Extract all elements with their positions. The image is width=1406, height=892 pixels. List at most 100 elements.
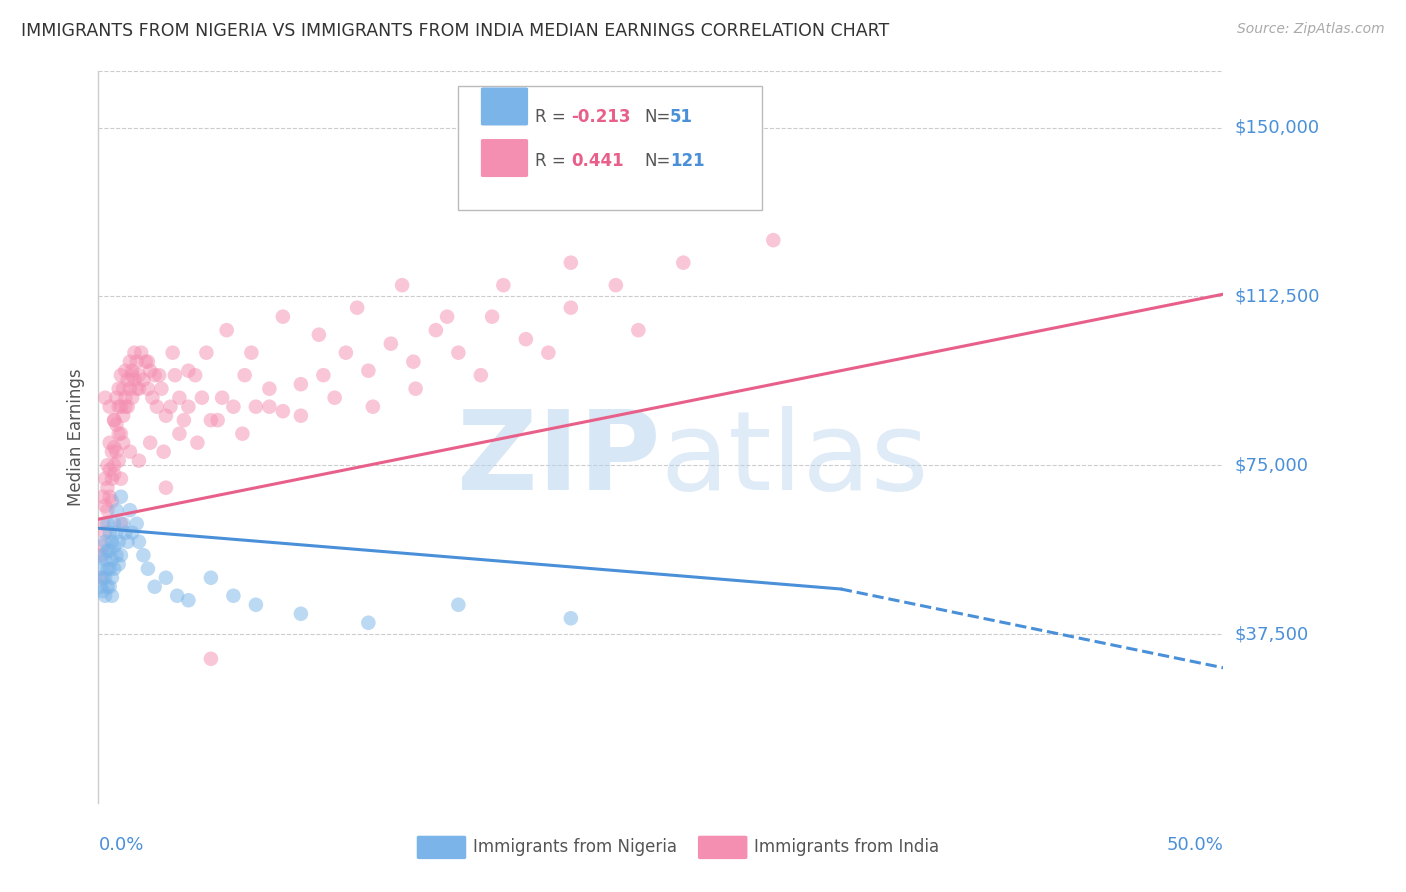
Point [169,426,191,441]
Point [672,255,695,269]
Point [150,382,173,396]
Point [380,336,402,351]
FancyBboxPatch shape [481,139,529,177]
Point [114,525,136,540]
Point [117,400,139,414]
Point [139,364,162,378]
Point [101,571,124,585]
Point [98,562,121,576]
Point [169,391,191,405]
Point [481,310,503,324]
Point [101,553,124,567]
Point [98,525,121,540]
Point [107,453,129,467]
Text: $150,000: $150,000 [1234,119,1319,136]
Point [112,435,135,450]
Point [129,345,152,359]
Point [101,534,124,549]
FancyBboxPatch shape [416,836,467,859]
Point [91,548,114,562]
Point [447,598,470,612]
Point [94,525,117,540]
Point [139,435,162,450]
Point [290,607,312,621]
Point [101,472,124,486]
Point [94,553,117,567]
Point [323,391,346,405]
Point [110,516,132,531]
Point [118,444,141,458]
Point [128,382,150,396]
Point [101,444,124,458]
Point [627,323,650,337]
Point [308,327,330,342]
Point [94,589,117,603]
Point [112,409,135,423]
FancyBboxPatch shape [697,836,748,859]
Point [560,611,582,625]
Point [132,548,155,562]
Point [121,368,143,383]
Point [515,332,537,346]
Point [141,391,163,405]
Point [186,435,208,450]
Point [103,413,125,427]
Point [94,571,117,585]
Point [90,571,112,585]
Point [152,444,174,458]
Point [94,499,117,513]
Point [125,382,148,396]
Text: $37,500: $37,500 [1234,625,1309,643]
Point [118,354,141,368]
Point [492,278,515,293]
Point [105,391,128,405]
Point [91,516,114,531]
Point [290,409,312,423]
Point [136,354,159,368]
Point [91,539,114,553]
Text: $75,000: $75,000 [1234,456,1309,475]
Point [259,400,281,414]
Point [200,571,222,585]
Point [98,543,121,558]
Point [96,562,118,576]
Point [103,467,125,482]
Point [425,323,447,337]
Point [117,534,139,549]
Point [91,571,114,585]
Point [124,373,146,387]
Point [117,373,139,387]
Text: R =: R = [534,153,565,170]
Point [110,490,132,504]
Point [155,481,177,495]
Point [105,417,128,432]
Point [148,368,170,383]
Point [90,548,112,562]
Text: -0.213: -0.213 [571,109,630,127]
Point [335,345,357,359]
Point [177,593,200,607]
Point [200,652,222,666]
Point [357,364,380,378]
Point [112,516,135,531]
Point [222,400,245,414]
Point [159,400,181,414]
Point [290,377,312,392]
Point [114,400,136,414]
Point [143,580,166,594]
Point [162,345,184,359]
Point [245,400,267,414]
Point [143,368,166,383]
Point [402,354,425,368]
Point [98,435,121,450]
Point [121,364,143,378]
Point [114,391,136,405]
Text: Source: ZipAtlas.com: Source: ZipAtlas.com [1237,22,1385,37]
Point [91,584,114,599]
Point [110,472,132,486]
Point [90,580,112,594]
Point [112,382,135,396]
FancyBboxPatch shape [481,87,529,126]
Point [271,404,294,418]
Point [107,534,129,549]
